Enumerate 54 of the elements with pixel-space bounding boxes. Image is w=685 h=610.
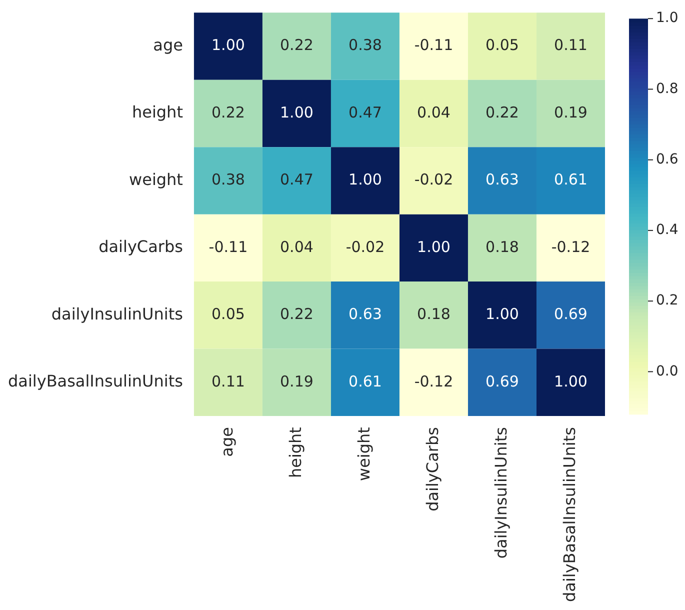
x-tick-label: dailyBasalInsulinUnits [560, 427, 579, 602]
data-label: -0.12 [414, 372, 454, 390]
x-tick-label: age [217, 427, 236, 457]
data-label: 0.04 [280, 238, 314, 256]
data-label: 0.63 [348, 305, 382, 324]
data-label: -0.11 [414, 36, 454, 54]
data-label: 0.61 [554, 170, 588, 189]
data-label: -0.02 [414, 170, 454, 189]
y-tick-label: dailyCarbs [98, 237, 183, 256]
data-label: -0.02 [346, 238, 385, 256]
x-tick-label: height [286, 427, 305, 478]
data-label: 0.22 [212, 103, 245, 122]
data-label: 1.00 [212, 36, 245, 54]
y-tick-label: weight [129, 170, 183, 189]
x-tick-label: weight [354, 427, 374, 481]
y-tick-label: age [153, 35, 183, 54]
data-label: 0.18 [417, 305, 450, 324]
data-label: 0.69 [486, 372, 519, 390]
data-label: 0.19 [554, 103, 588, 122]
y-tick-label: height [132, 102, 183, 122]
data-label: 1.00 [417, 238, 450, 256]
data-label: 0.61 [348, 372, 382, 390]
data-label: 0.05 [486, 36, 519, 54]
data-label: 0.47 [280, 170, 314, 189]
color-bar-label: 0.6 [656, 151, 678, 168]
data-label: 0.63 [486, 170, 519, 189]
data-label: 0.18 [486, 238, 519, 256]
x-tick-label: dailyCarbs [422, 427, 442, 512]
data-label: 1.00 [554, 372, 588, 390]
data-label: 0.47 [348, 103, 382, 122]
color-bar-label: 0.4 [656, 222, 678, 238]
data-label: 0.22 [280, 305, 314, 324]
data-label: 0.05 [212, 305, 245, 324]
color-bar-label: 0.0 [656, 363, 678, 380]
data-label: 0.11 [212, 372, 245, 390]
data-label: -0.12 [551, 238, 590, 256]
data-label: 1.00 [348, 170, 382, 189]
data-label: 0.69 [554, 305, 588, 324]
data-label: 0.38 [212, 170, 245, 189]
data-label: 0.22 [486, 103, 519, 122]
x-tick-label: dailyInsulinUnits [491, 427, 510, 559]
data-label: 0.22 [280, 36, 314, 54]
data-label: 1.00 [280, 103, 314, 122]
data-label: 0.19 [280, 372, 314, 390]
color-bar-label: 0.2 [656, 292, 678, 309]
color-bar-label: 0.8 [656, 80, 678, 97]
data-label: 0.11 [554, 36, 588, 54]
data-label: -0.11 [208, 238, 248, 256]
data-label: 0.04 [417, 103, 450, 122]
y-tick-label: dailyInsulinUnits [51, 304, 183, 324]
y-tick-label: dailyBasalInsulinUnits [8, 372, 183, 391]
color-bar-label: 1.0 [656, 10, 678, 26]
data-label: 1.00 [486, 305, 519, 324]
data-label: 0.38 [348, 36, 382, 54]
